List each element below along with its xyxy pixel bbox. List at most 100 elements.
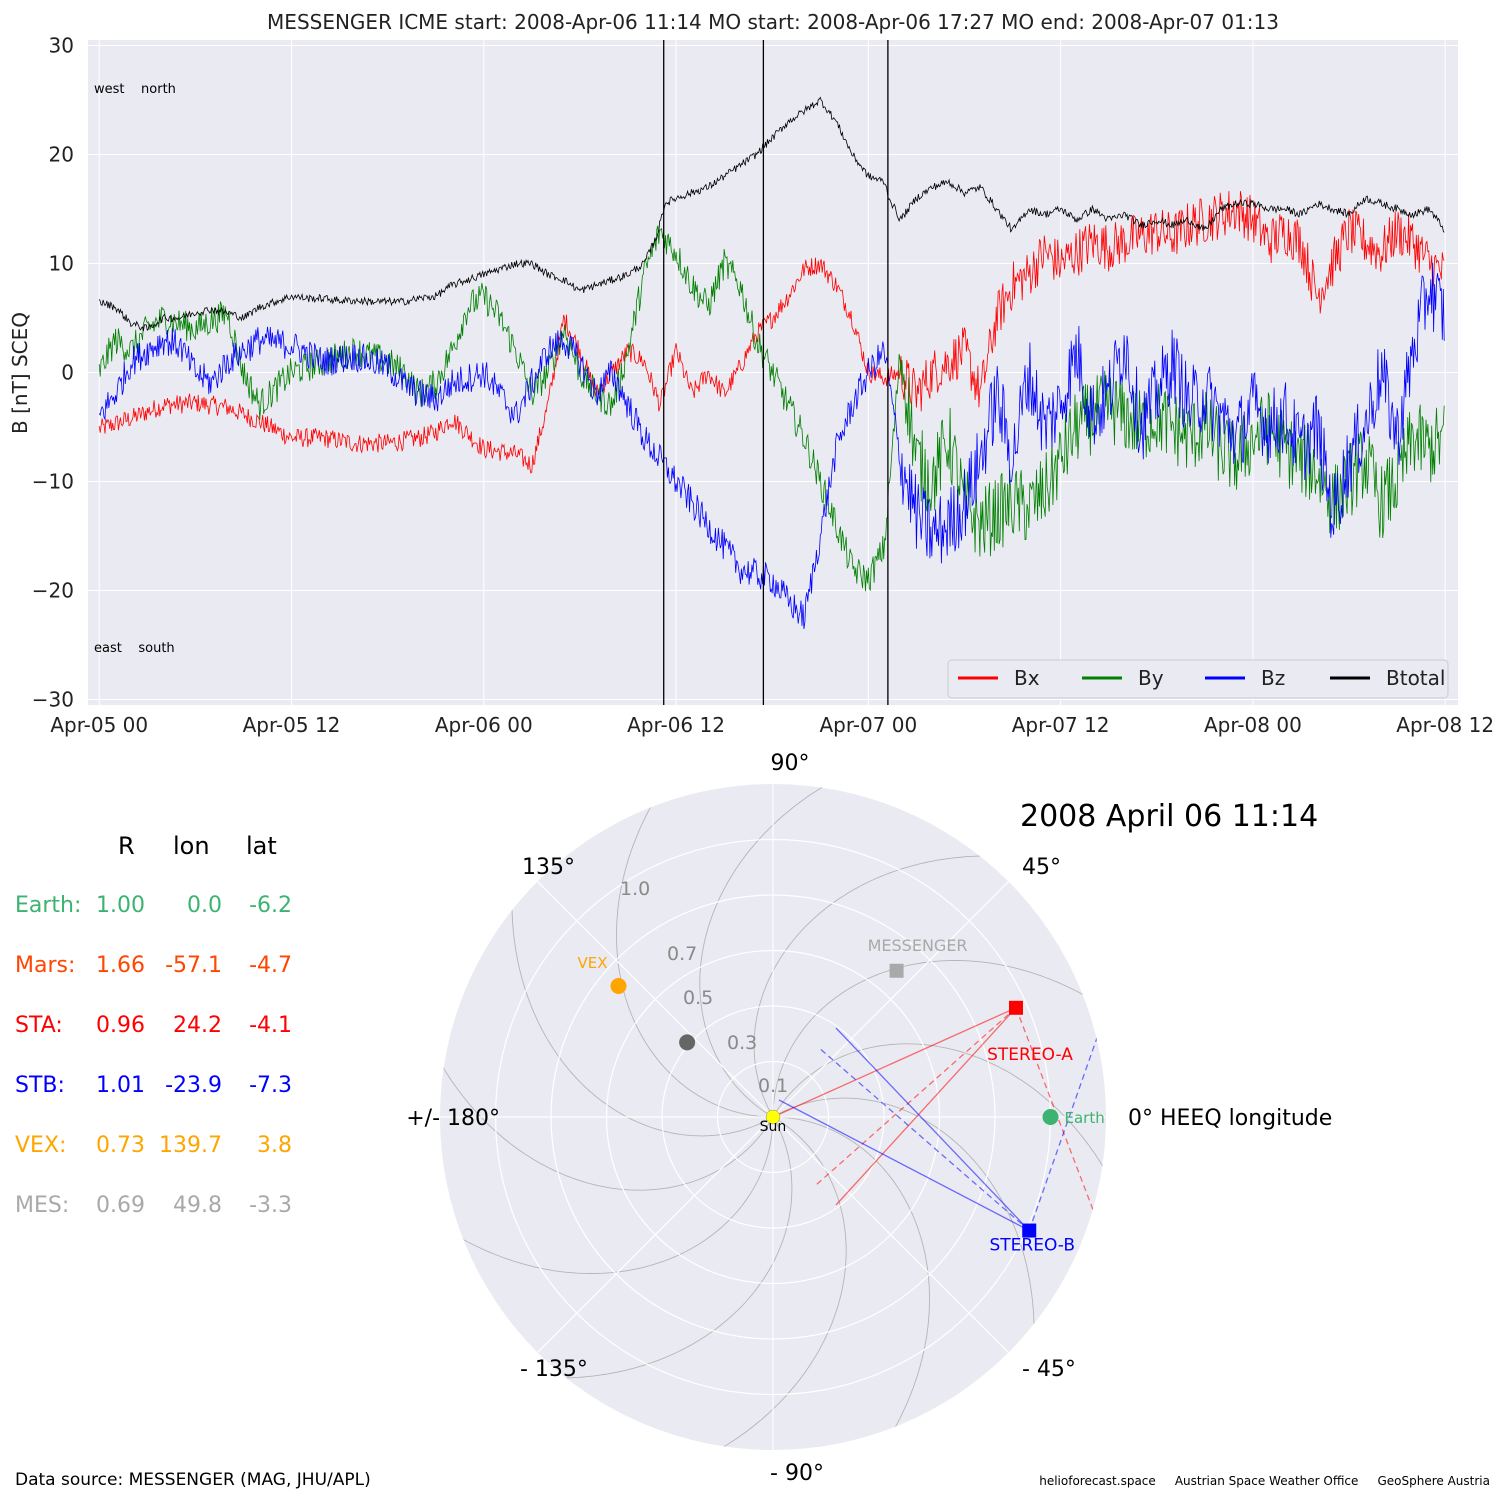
table-header-r: R bbox=[118, 832, 135, 860]
legend-box bbox=[947, 659, 1449, 699]
table-cell-lat: -3.3 bbox=[249, 1193, 292, 1218]
polar-title: 2008 April 06 11:14 bbox=[1020, 799, 1318, 834]
angle-label: - 135° bbox=[520, 1357, 588, 1382]
table-cell-name: Earth: bbox=[15, 893, 82, 918]
spiral-line bbox=[440, 1117, 774, 1274]
y-tick-label: 0 bbox=[61, 361, 74, 385]
angle-label: 135° bbox=[522, 855, 575, 880]
stb-fov-line bbox=[817, 1046, 1030, 1232]
sta-fov-line bbox=[835, 1007, 1017, 1206]
table-cell-R: 0.73 bbox=[96, 1133, 145, 1158]
spiral-line bbox=[526, 1116, 793, 1379]
timeseries-gridlines bbox=[88, 40, 1458, 705]
parker-spirals bbox=[440, 784, 1106, 1450]
spiral-line bbox=[511, 870, 774, 1137]
spiral-line bbox=[440, 1033, 774, 1191]
label-stereoa: STEREO-A bbox=[987, 1045, 1073, 1065]
radial-tick-label: 1.0 bbox=[620, 878, 650, 900]
angle-label: - 45° bbox=[1022, 1357, 1076, 1382]
legend-label-btotal: Btotal bbox=[1386, 666, 1445, 690]
position-table: R lon lat Earth: 1.00 0.0 -6.2 Mars: 1.66 -57.… bbox=[0, 0, 330, 1250]
spiral-line bbox=[616, 784, 773, 1118]
sta-fov-line bbox=[815, 1007, 1017, 1186]
table-cell-R: 0.96 bbox=[96, 1013, 145, 1038]
marker-vex bbox=[610, 977, 627, 994]
table-cell-lon: 139.7 bbox=[159, 1133, 222, 1158]
planet-markers: Sun Earth STEREO-A STEREO-B VEX MESSENGER bbox=[577, 936, 1104, 1256]
spiral-line bbox=[773, 1116, 930, 1450]
table-cell-lon: -23.9 bbox=[165, 1073, 222, 1098]
y-tick-label: −10 bbox=[32, 470, 74, 494]
legend: Bx By Bz Btotal bbox=[947, 659, 1449, 699]
angle-labels: 90° 45° 0° HEEQ longitude - 45° - 90° - 135° +… bbox=[406, 751, 1332, 1486]
angle-spoke bbox=[537, 881, 774, 1118]
angle-label: 45° bbox=[1022, 855, 1061, 880]
table-cell-lon: 24.2 bbox=[173, 1013, 222, 1038]
label-stereob: STEREO-B bbox=[989, 1236, 1075, 1256]
y-tick-label: −30 bbox=[32, 688, 74, 712]
y-axis-label: B [nT] SCEQ bbox=[8, 312, 32, 434]
radial-tick-label: 0.3 bbox=[727, 1032, 757, 1054]
table-cell-lat: -6.2 bbox=[249, 893, 292, 918]
series-line-bz bbox=[98, 262, 1445, 630]
spiral-line bbox=[699, 784, 857, 1118]
table-cell-lat: -4.1 bbox=[249, 1013, 292, 1038]
event-markers bbox=[663, 40, 889, 705]
spiral-line bbox=[753, 855, 1020, 1118]
label-earth: Earth bbox=[1065, 1109, 1105, 1127]
table-cell-lon: 49.8 bbox=[173, 1193, 222, 1218]
table-cell-R: 1.00 bbox=[96, 893, 145, 918]
legend-label-by: By bbox=[1138, 666, 1164, 690]
angle-label: +/- 180° bbox=[406, 1106, 500, 1131]
x-tick-label: Apr-07 00 bbox=[819, 713, 917, 737]
radial-tick-label: 0.5 bbox=[683, 987, 713, 1009]
table-cell-R: 0.69 bbox=[96, 1193, 145, 1218]
table-cell-lon: -57.1 bbox=[165, 953, 222, 978]
x-tick-label: Apr-08 12 bbox=[1396, 713, 1494, 737]
spiral-line bbox=[772, 1097, 1035, 1364]
y-tick-label: 20 bbox=[49, 142, 74, 166]
marker-earth bbox=[1042, 1109, 1059, 1125]
x-tick-labels: Apr-05 00 Apr-05 12 Apr-06 00 Apr-06 12 Apr-… bbox=[50, 713, 1494, 737]
marker-messenger bbox=[889, 963, 904, 978]
x-tick-label: Apr-08 00 bbox=[1204, 713, 1302, 737]
spiral-line bbox=[772, 960, 1106, 1117]
angle-label: 90° bbox=[771, 751, 810, 776]
marker-stereoa bbox=[1008, 1000, 1023, 1015]
radial-tick-label: 0.7 bbox=[667, 943, 697, 965]
timeseries-series bbox=[98, 96, 1445, 630]
table-cell-name: MES: bbox=[15, 1193, 70, 1218]
y-tick-label: 30 bbox=[49, 33, 74, 57]
table-cell-name: Mars: bbox=[15, 953, 76, 978]
marker-unnamed bbox=[679, 1034, 696, 1051]
table-cell-name: STB: bbox=[15, 1073, 65, 1098]
radial-tick-label: 0.1 bbox=[758, 1075, 788, 1097]
y-tick-label: 10 bbox=[49, 251, 74, 275]
series-line-bx bbox=[98, 191, 1445, 474]
angle-spoke bbox=[537, 1116, 774, 1353]
angle-label: 0° HEEQ longitude bbox=[1128, 1106, 1332, 1131]
table-cell-lat: 3.8 bbox=[257, 1133, 292, 1158]
spiral-line bbox=[689, 1116, 847, 1450]
angle-spoke bbox=[772, 1116, 1009, 1353]
table-cell-lat: -7.3 bbox=[249, 1073, 292, 1098]
label-messenger: MESSENGER bbox=[868, 936, 968, 955]
label-vex: VEX bbox=[577, 954, 607, 972]
table-cell-lat: -4.7 bbox=[249, 953, 292, 978]
data-source: Data source: MESSENGER (MAG, JHU/APL) bbox=[15, 1470, 371, 1490]
stb-fov-line bbox=[778, 1099, 1030, 1232]
legend-label-bx: Bx bbox=[1014, 666, 1040, 690]
x-tick-label: Apr-06 12 bbox=[627, 713, 725, 737]
x-tick-label: Apr-06 00 bbox=[435, 713, 533, 737]
y-tick-label: −20 bbox=[32, 579, 74, 603]
table-header-lat: lat bbox=[246, 832, 277, 860]
spiral-line bbox=[772, 1043, 1106, 1201]
marker-sun bbox=[765, 1109, 781, 1125]
series-line-btotal bbox=[98, 96, 1445, 332]
table-cell-name: STA: bbox=[15, 1013, 63, 1038]
corner-label-bottom: east south bbox=[94, 641, 175, 656]
y-tick-labels: 30 20 10 0 −10 −20 −30 bbox=[32, 33, 74, 711]
table-header-lon: lon bbox=[173, 832, 210, 860]
radial-tick-labels: 0.10.3 0.5 0.7 1.0 bbox=[620, 878, 788, 1097]
label-sun: Sun bbox=[760, 1119, 787, 1135]
